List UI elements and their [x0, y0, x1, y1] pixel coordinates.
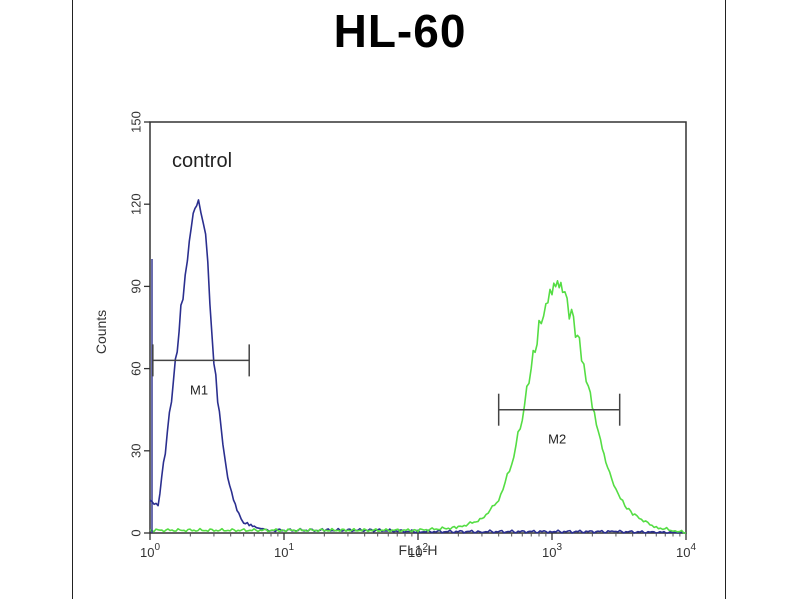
figure-frame [72, 0, 726, 599]
y-axis-label: Counts [93, 310, 109, 354]
x-tick-label: 103 [542, 542, 562, 560]
chart-title: HL-60 [333, 5, 467, 57]
series-line-2 [149, 279, 686, 534]
plot-area [149, 121, 687, 534]
marker-layer: M1 M2 [152, 344, 621, 447]
x-tick-label: 100 [140, 542, 160, 560]
x-tick-label: 102 [408, 542, 428, 560]
series-layer [149, 199, 686, 534]
x-tick-label: 101 [274, 542, 294, 560]
y-tick-label: 60 [129, 361, 144, 375]
series-line-1 [149, 199, 686, 534]
y-tick-label: 0 [129, 529, 144, 536]
y-tick-label: 120 [129, 193, 144, 215]
y-tick-label: 150 [129, 111, 144, 133]
marker-label: M1 [190, 382, 208, 397]
y-tick-label: 90 [129, 279, 144, 293]
y-tick-label: 30 [129, 444, 144, 458]
x-axis-label: FL1-H [399, 542, 438, 558]
marker-label: M2 [548, 432, 566, 447]
y-axis-ticks: 0 30 60 90 120 150 [129, 111, 150, 537]
control-annotation: control [172, 150, 232, 172]
x-axis-ticks: 100 101 102 103 104 [140, 533, 696, 560]
x-tick-label: 104 [676, 542, 696, 560]
